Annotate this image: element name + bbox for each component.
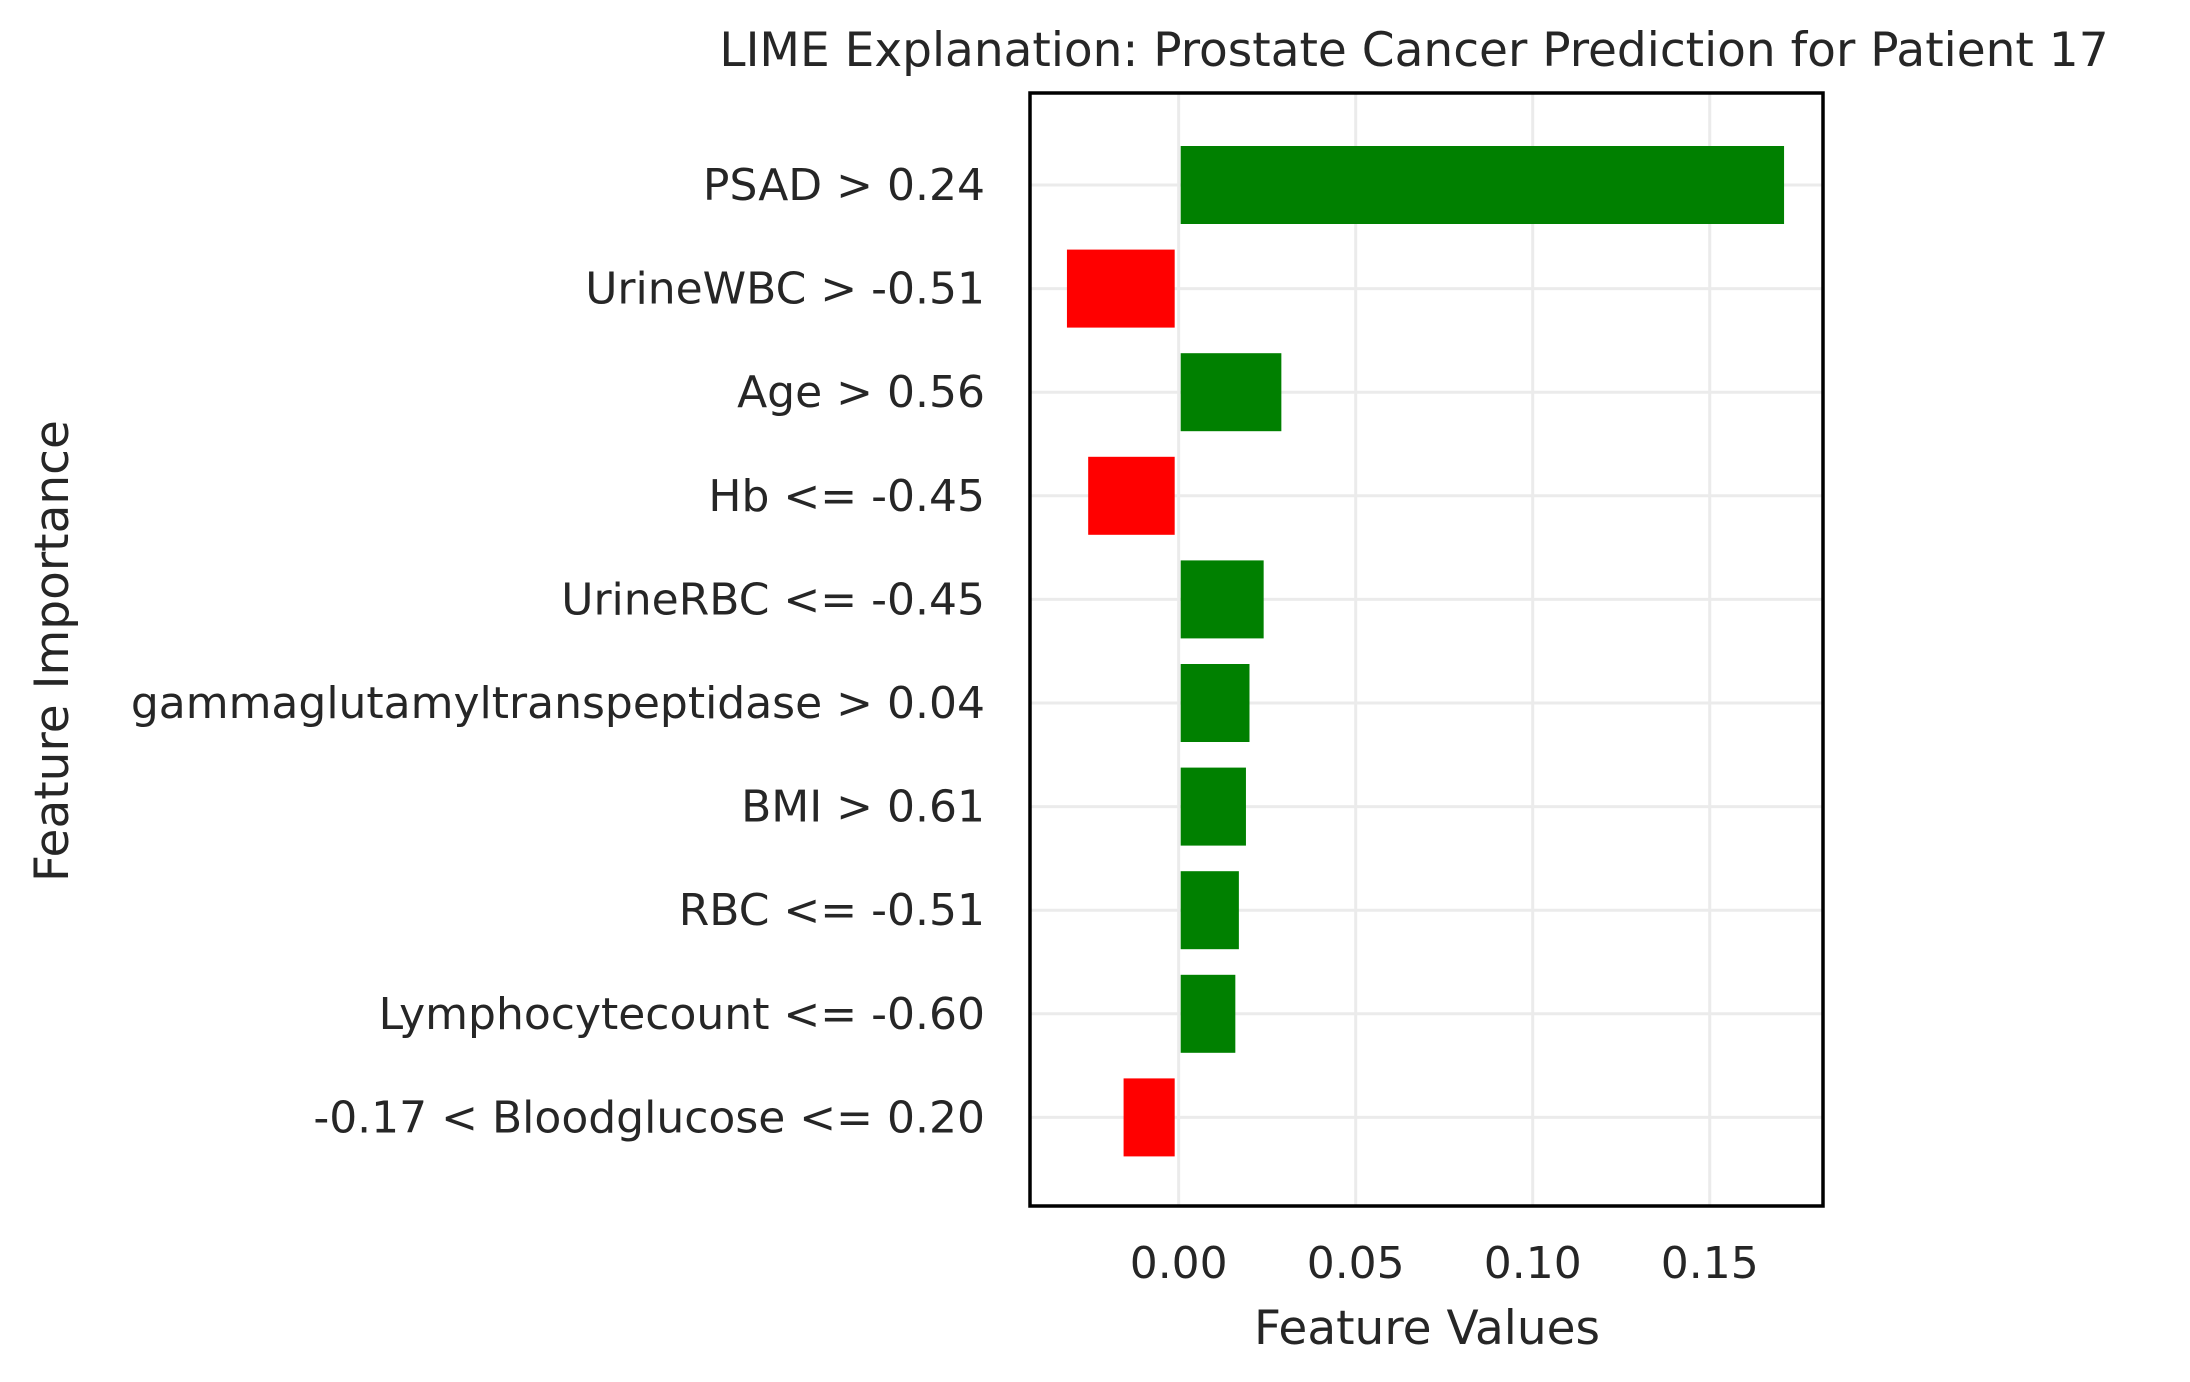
plot-frame	[1028, 91, 1825, 1208]
y-tick-label: Lymphocytecount <= -0.60	[379, 989, 985, 1040]
chart-title: LIME Explanation: Prostate Cancer Predic…	[719, 23, 2108, 78]
bars	[1066, 146, 1785, 1157]
y-tick-label: Hb <= -0.45	[708, 471, 985, 522]
y-tick-label: UrineRBC <= -0.45	[561, 574, 985, 625]
y-axis-title: Feature Importance	[25, 420, 80, 882]
bar-8	[1180, 974, 1236, 1053]
y-tick-label: BMI > 0.61	[741, 782, 985, 833]
x-tick-labels: 0.00 0.05 0.10 0.15	[1130, 1238, 1759, 1289]
x-tick-label: 0.15	[1661, 1238, 1759, 1289]
bar-3	[1088, 456, 1175, 535]
bar-2	[1180, 353, 1282, 432]
bar-4	[1180, 560, 1264, 639]
x-tick-label: 0.05	[1307, 1238, 1405, 1289]
y-tick-label: UrineWBC > -0.51	[585, 264, 985, 315]
bar-7	[1180, 871, 1239, 950]
y-tick-label: PSAD > 0.24	[703, 160, 985, 211]
y-tick-label: gammaglutamyltranspeptidase > 0.04	[131, 678, 985, 729]
x-tick-label: 0.10	[1484, 1238, 1582, 1289]
bar-5	[1180, 664, 1250, 742]
bar-9	[1123, 1078, 1175, 1157]
y-tick-label: Age > 0.56	[737, 367, 985, 418]
y-tick-label: RBC <= -0.51	[679, 885, 985, 936]
x-axis-title: Feature Values	[1254, 1301, 1600, 1356]
bar-6	[1180, 767, 1246, 846]
y-tick-labels: PSAD > 0.24 UrineWBC > -0.51 Age > 0.56 Hb …	[131, 160, 985, 1143]
x-tick-label: 0.00	[1130, 1238, 1228, 1289]
bar-1	[1066, 249, 1175, 328]
bar-0	[1180, 146, 1785, 224]
y-tick-label: -0.17 < Bloodglucose <= 0.20	[313, 1092, 985, 1143]
